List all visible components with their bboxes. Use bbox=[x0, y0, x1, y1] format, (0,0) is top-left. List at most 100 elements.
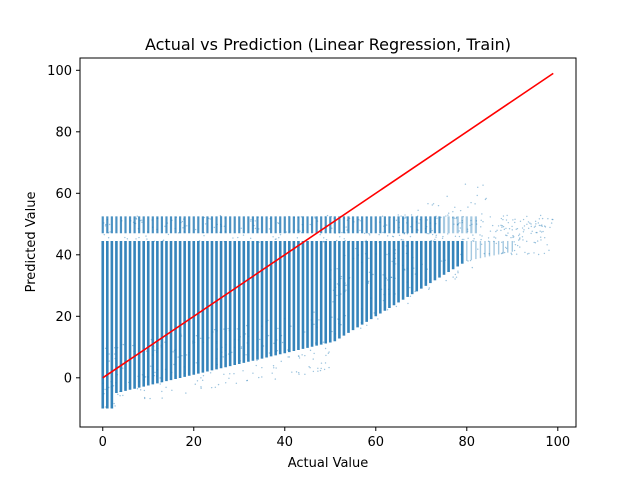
scatter-point bbox=[428, 233, 430, 235]
scatter-point bbox=[272, 365, 275, 367]
scatter-point bbox=[375, 253, 377, 255]
scatter-point bbox=[447, 233, 449, 235]
scatter-point bbox=[332, 289, 335, 292]
scatter-point bbox=[344, 254, 346, 257]
scatter-point bbox=[310, 319, 313, 321]
scatter-point bbox=[512, 234, 514, 237]
scatter-point bbox=[199, 337, 202, 340]
scatter-point bbox=[153, 374, 155, 377]
scatter-point bbox=[475, 223, 478, 225]
scatter-point bbox=[308, 366, 310, 368]
scatter-point bbox=[272, 236, 274, 238]
scatter-point bbox=[203, 235, 205, 237]
scatter-point bbox=[313, 352, 315, 355]
scatter-point bbox=[149, 365, 152, 367]
scatter-point bbox=[246, 324, 248, 327]
scatter-point bbox=[214, 386, 217, 388]
scatter-point bbox=[256, 349, 259, 351]
scatter-point bbox=[544, 226, 547, 228]
scatter-point bbox=[274, 378, 277, 380]
scatter-point bbox=[276, 339, 278, 341]
scatter-point bbox=[445, 215, 447, 217]
scatter-point bbox=[500, 224, 502, 227]
scatter-point bbox=[250, 218, 252, 221]
scatter-point bbox=[143, 397, 146, 400]
scatter-point bbox=[353, 221, 355, 223]
scatter-point bbox=[452, 276, 454, 278]
scatter-point bbox=[440, 216, 442, 219]
scatter-point bbox=[147, 376, 149, 378]
scatter-point bbox=[325, 354, 327, 357]
x-axis: 0 20 40 60 80 100 bbox=[99, 427, 570, 450]
scatter-point bbox=[361, 261, 363, 264]
scatter-point bbox=[345, 289, 347, 291]
scatter-point bbox=[472, 234, 474, 236]
scatter-point bbox=[258, 376, 260, 379]
scatter-point bbox=[405, 245, 408, 247]
scatter-point bbox=[309, 349, 312, 352]
scatter-point bbox=[501, 224, 503, 227]
scatter-point bbox=[421, 263, 423, 266]
scatter-point bbox=[454, 235, 457, 238]
scatter-point bbox=[108, 223, 111, 226]
scatter-point bbox=[134, 222, 137, 225]
scatter-point bbox=[223, 328, 225, 330]
scatter-point bbox=[299, 230, 301, 232]
scatter-point bbox=[429, 240, 432, 242]
scatter-point bbox=[146, 238, 148, 240]
scatter-point bbox=[114, 357, 116, 360]
scatter-point bbox=[228, 330, 231, 332]
scatter-point bbox=[462, 216, 464, 218]
scatter-point bbox=[531, 230, 533, 232]
scatter-point bbox=[457, 223, 459, 225]
scatter-point bbox=[503, 228, 506, 231]
scatter-point bbox=[539, 230, 541, 232]
scatter-point bbox=[330, 278, 332, 280]
scatter-point bbox=[287, 349, 290, 352]
scatter-point bbox=[196, 380, 199, 382]
scatter-point bbox=[530, 223, 532, 225]
scatter-point bbox=[325, 238, 328, 241]
scatter-point bbox=[138, 236, 140, 239]
scatter-point bbox=[487, 240, 490, 243]
scatter-point bbox=[304, 354, 306, 357]
scatter-point bbox=[502, 225, 505, 228]
scatter-point bbox=[122, 394, 124, 397]
scatter-point bbox=[426, 219, 428, 221]
scatter-point bbox=[394, 293, 396, 295]
scatter-point bbox=[431, 233, 434, 236]
scatter-point bbox=[410, 214, 413, 216]
scatter-point bbox=[389, 216, 391, 219]
scatter-point bbox=[202, 375, 205, 377]
scatter-point bbox=[324, 347, 327, 350]
scatter-point bbox=[340, 324, 342, 326]
scatter-point bbox=[437, 204, 440, 207]
scatter-point bbox=[519, 237, 521, 239]
scatter-point bbox=[533, 252, 535, 254]
scatter-point bbox=[505, 234, 507, 236]
scatter-point bbox=[435, 234, 437, 237]
scatter-point bbox=[103, 233, 106, 236]
scatter-point bbox=[461, 219, 463, 222]
scatter-point bbox=[188, 351, 190, 354]
scatter-point bbox=[287, 356, 289, 358]
scatter-point bbox=[277, 327, 279, 330]
scatter-point bbox=[160, 346, 162, 348]
scatter-point bbox=[249, 237, 252, 240]
x-tick-label: 80 bbox=[459, 435, 476, 450]
scatter-point bbox=[452, 211, 454, 213]
x-tick-label: 0 bbox=[99, 435, 107, 450]
scatter-point bbox=[338, 318, 340, 321]
scatter-point bbox=[155, 351, 158, 353]
scatter-point bbox=[382, 231, 384, 234]
scatter-point bbox=[135, 217, 138, 219]
scatter-point bbox=[470, 219, 472, 222]
scatter-point bbox=[534, 242, 537, 244]
scatter-point bbox=[235, 382, 238, 385]
scatter-point bbox=[327, 352, 330, 354]
scatter-point bbox=[458, 230, 460, 232]
scatter-point bbox=[298, 357, 301, 359]
x-tick-label: 60 bbox=[368, 435, 385, 450]
scatter-point bbox=[146, 350, 148, 352]
